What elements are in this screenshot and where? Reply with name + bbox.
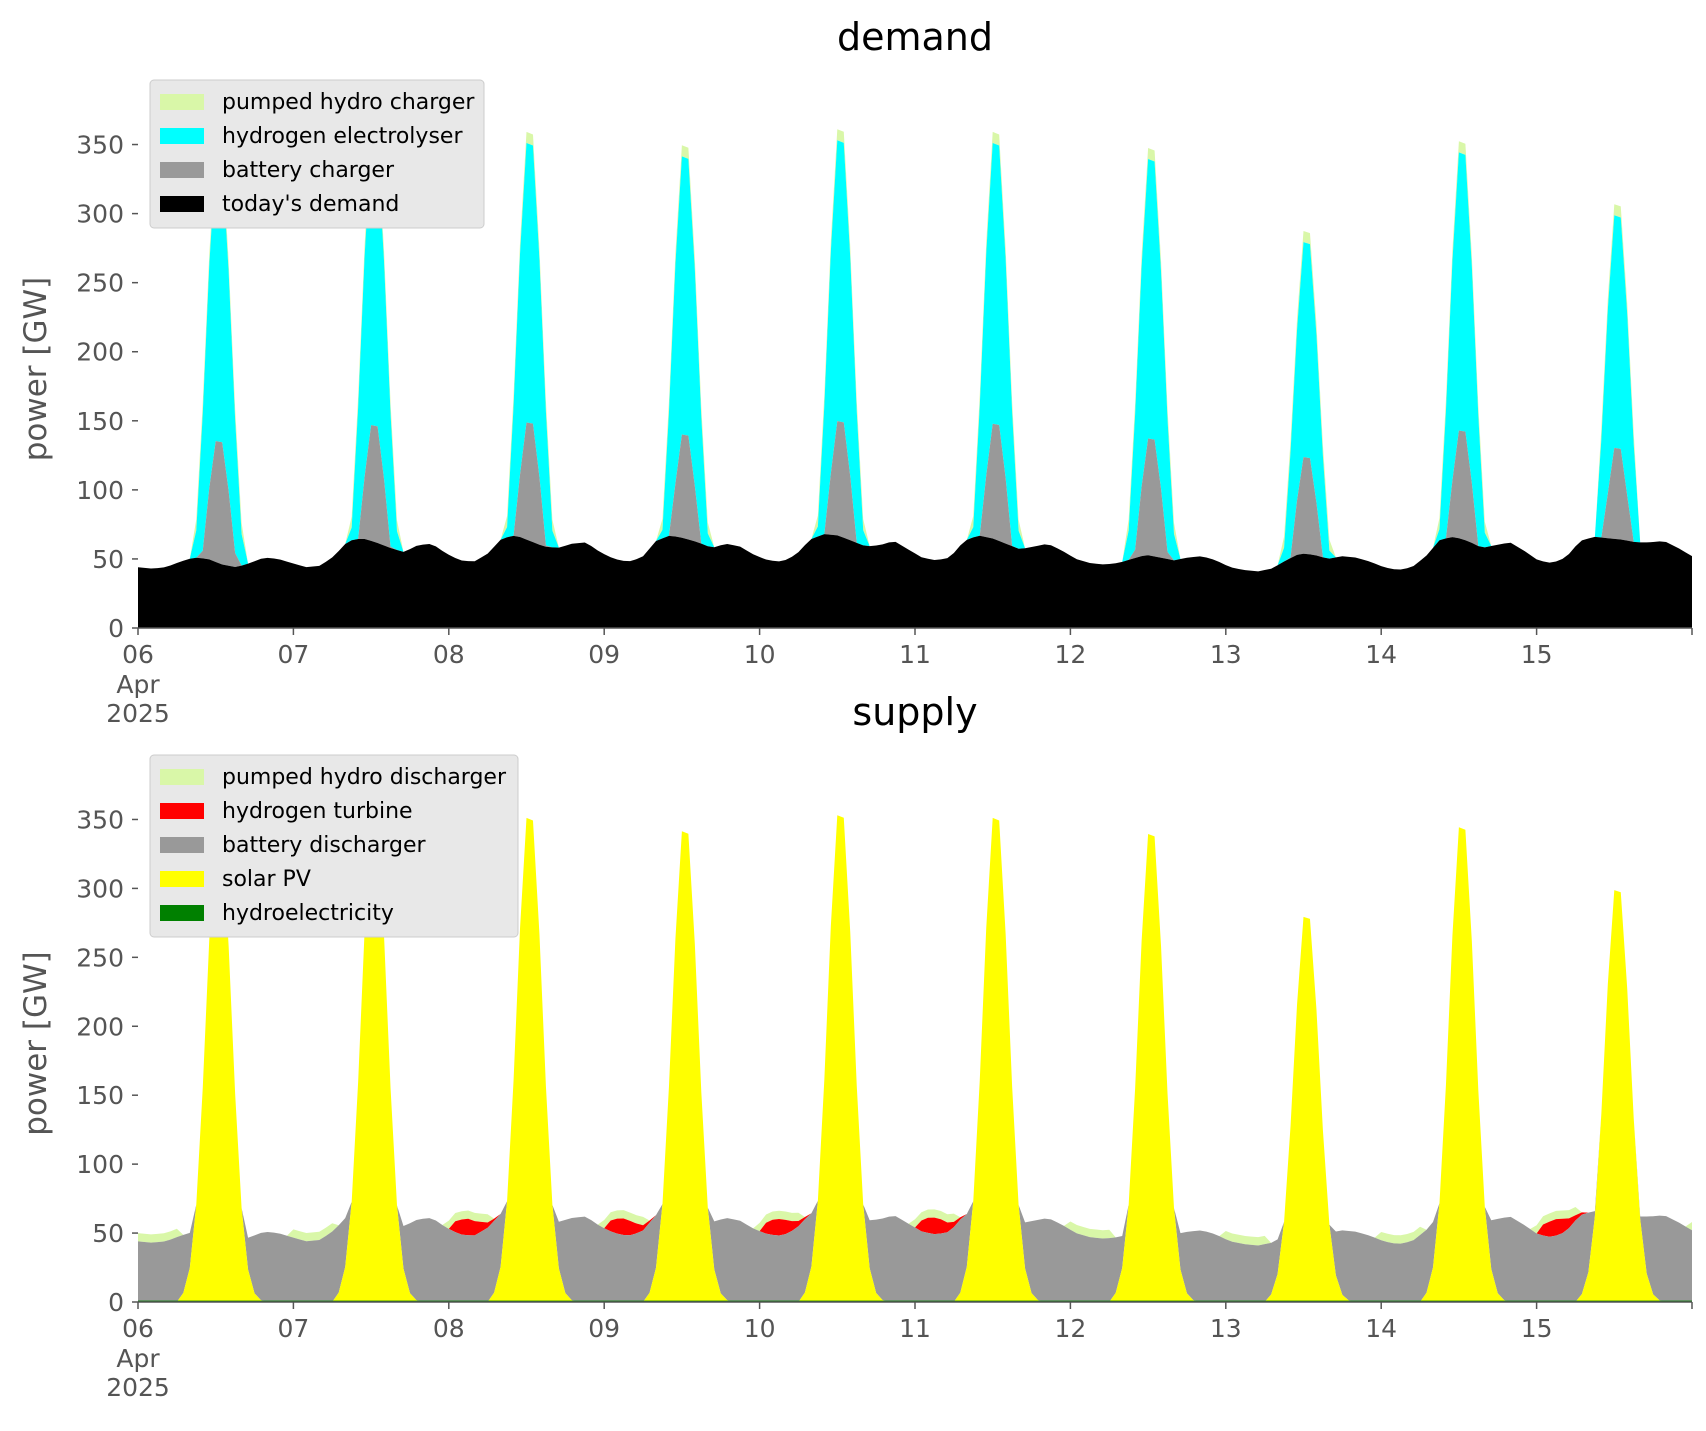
- plot-area-demand: [138, 129, 1692, 628]
- legend-swatch: [160, 162, 204, 178]
- legend-label: pumped hydro discharger: [222, 765, 507, 790]
- x-tick-label: 14: [1365, 640, 1397, 669]
- area-hydrogen-electrolyser: [138, 140, 1692, 572]
- legend-box: [149, 754, 519, 938]
- y-tick-label: 150: [76, 1081, 124, 1110]
- x-tick-label: 08: [433, 640, 465, 669]
- x-tick-label: 06: [122, 1314, 154, 1343]
- legend-swatch: [160, 871, 204, 887]
- legend-label: hydrogen electrolyser: [222, 124, 463, 149]
- x-tick-sublabel-year: 2025: [106, 699, 170, 728]
- area-battery-charger: [138, 421, 1692, 572]
- y-tick-label: 0: [108, 614, 124, 643]
- y-tick-label: 300: [76, 200, 124, 229]
- x-tick-label: 15: [1521, 640, 1553, 669]
- x-tick-label: 13: [1210, 1314, 1242, 1343]
- x-tick-label: 06: [122, 640, 154, 669]
- y-tick-label: 200: [76, 338, 124, 367]
- y-tick-label: 100: [76, 1150, 124, 1179]
- y-tick-label: 150: [76, 407, 124, 436]
- legend-label: pumped hydro charger: [222, 90, 475, 115]
- x-tick-label: 11: [899, 1314, 931, 1343]
- x-tick-label: 09: [588, 1314, 620, 1343]
- legend: pumped hydro discharger hydrogen turbine b…: [149, 754, 519, 938]
- y-tick-label: 200: [76, 1012, 124, 1041]
- x-tick-label: 07: [277, 640, 309, 669]
- x-tick-sublabel-year: 2025: [106, 1373, 170, 1402]
- y-axis-label: power [GW]: [18, 277, 54, 462]
- x-tick-label: 07: [277, 1314, 309, 1343]
- legend-swatch: [160, 94, 204, 110]
- y-tick-label: 100: [76, 476, 124, 505]
- chart-title: supply: [852, 690, 977, 734]
- legend-swatch: [160, 837, 204, 853]
- area-battery-discharger: [138, 815, 1692, 1302]
- x-tick-label: 12: [1054, 640, 1086, 669]
- legend-box: [149, 79, 485, 229]
- legend-label: hydrogen turbine: [222, 799, 413, 824]
- y-tick-label: 300: [76, 874, 124, 903]
- x-tick-label: 13: [1210, 640, 1242, 669]
- legend-swatch: [160, 196, 204, 212]
- legend-label: solar PV: [222, 867, 311, 892]
- x-tick-label: 15: [1521, 1314, 1553, 1343]
- y-tick-label: 350: [76, 805, 124, 834]
- x-tick-label: 14: [1365, 1314, 1397, 1343]
- x-tick-label: 09: [588, 640, 620, 669]
- area-solar-pv: [138, 815, 1692, 1302]
- x-tick-label: 10: [744, 1314, 776, 1343]
- y-tick-label: 50: [92, 545, 124, 574]
- y-tick-label: 0: [108, 1288, 124, 1317]
- y-tick-label: 250: [76, 943, 124, 972]
- x-tick-label: 12: [1054, 1314, 1086, 1343]
- x-tick-label: 08: [433, 1314, 465, 1343]
- x-tick-sublabel-month: Apr: [116, 1344, 160, 1373]
- y-axis-label: power [GW]: [18, 951, 54, 1136]
- legend-swatch: [160, 803, 204, 819]
- x-tick-sublabel-month: Apr: [116, 670, 160, 699]
- legend-swatch: [160, 905, 204, 921]
- legend-label: today's demand: [222, 192, 399, 217]
- x-tick-label: 10: [744, 640, 776, 669]
- legend: pumped hydro charger hydrogen electrolyse…: [149, 79, 485, 229]
- area-todays-demand: [138, 534, 1692, 628]
- chart-title: demand: [837, 15, 993, 59]
- y-tick-label: 350: [76, 131, 124, 160]
- legend-swatch: [160, 769, 204, 785]
- legend-label: battery discharger: [222, 833, 427, 858]
- legend-swatch: [160, 128, 204, 144]
- x-tick-label: 11: [899, 640, 931, 669]
- y-tick-label: 50: [92, 1219, 124, 1248]
- y-tick-label: 250: [76, 269, 124, 298]
- legend-label: battery charger: [222, 158, 395, 183]
- legend-label: hydroelectricity: [222, 901, 394, 926]
- area-pumped-hydro-charger: [138, 129, 1692, 572]
